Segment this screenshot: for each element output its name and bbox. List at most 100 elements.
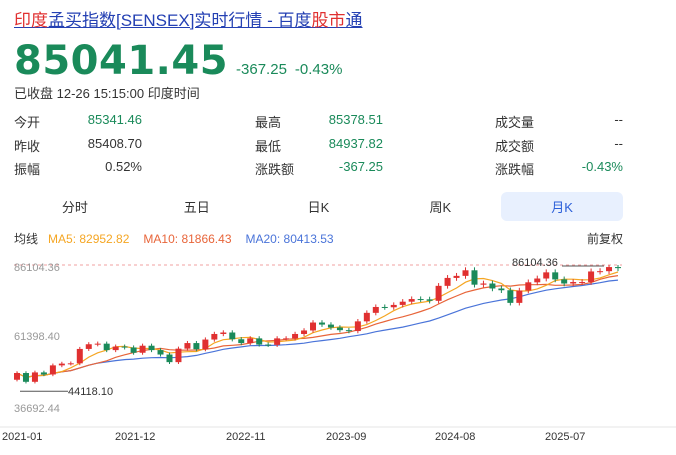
low-value: 84937.82 [328,135,383,151]
turnover-value: -- [614,135,623,151]
candle-body [121,346,128,348]
candle-body [175,348,182,363]
candle-body [22,373,29,382]
candle-body [480,283,487,285]
tab-weekly-k[interactable]: 周K [429,200,452,215]
candle-body [471,270,478,285]
turnover-label: 成交额 [495,138,535,154]
ma5-legend: MA5: 82952.82 [48,231,130,246]
prev-close-label: 昨收 [14,138,41,154]
title-highlight: 股市 [311,11,346,30]
tab-daily-k[interactable]: 日K [307,200,330,215]
min-price-label: 44118.10 [68,386,113,398]
candle-body [193,343,200,350]
stats-table: 今开 85341.46 最高 85378.51 成交量 -- 昨收 85408.70 最… [14,110,624,181]
open-value: 85341.46 [87,112,142,128]
candle-body [292,333,299,339]
x-tick-0: 2021-01 [2,431,43,443]
candle-body [534,278,541,283]
candle-body [220,332,227,334]
page-title-link[interactable]: 印度孟买指数[SENSEX]实时行情 - 百度股市通 [14,6,363,31]
ma10-legend: MA10: 81866.43 [143,231,232,246]
candle-body [94,343,101,345]
candle-body [256,338,263,345]
candle-body [238,339,245,344]
candle-body [498,288,505,291]
candle-body [363,312,370,322]
price-change: -367.25 [236,61,287,78]
candle-body [310,322,317,331]
candle-body [516,290,523,303]
price-adjust-toggle[interactable]: 前复权 [586,232,623,246]
candle-body [76,348,83,364]
candle-body [318,322,325,325]
candle-body [426,299,433,301]
candle-body [67,363,74,365]
candle-body [139,345,146,353]
candle-body [354,321,361,332]
change-amount-value: -367.25 [338,159,383,175]
ma20-legend: MA20: 80413.53 [245,231,334,246]
candle-body [274,338,281,345]
candle-body [202,339,209,350]
candle-body [570,282,577,284]
candle-body [103,343,110,351]
y-tick-top: 86104.36 [14,262,60,274]
candle-body [211,333,218,340]
candle-body [40,372,47,375]
price-change-pct: -0.43% [294,61,343,78]
change-pct-label: 涨跌幅 [495,162,535,178]
volume-value: -- [614,112,623,128]
candle-body [381,306,388,308]
candle-body [561,279,568,284]
candle-body [157,350,164,355]
candle-body [417,299,424,301]
candle-body [166,354,173,363]
candle-body [543,272,550,279]
title-prefix: 印度 [14,11,48,30]
tab-monthly-k[interactable]: 月K [501,192,623,221]
ma10-line [16,275,619,379]
x-tick-3: 2023-09 [326,431,367,443]
low-label: 最低 [255,138,282,154]
candle-body [507,290,514,303]
candle-body [58,363,65,366]
amplitude-label: 振幅 [14,162,41,178]
volume-label: 成交量 [495,115,535,131]
x-tick-4: 2024-08 [435,431,476,443]
candle-body [85,344,92,349]
candle-body [606,267,613,272]
current-price: 85041.45 [14,38,229,84]
candle-body [597,271,604,273]
candle-body [489,283,496,289]
candle-body [579,282,586,284]
tab-five-day[interactable]: 五日 [183,200,210,215]
candle-body [229,332,236,340]
candle-body [112,346,119,351]
candle-body [49,365,56,375]
title-mid: 孟买指数[SENSEX]实时行情 - 百度 [48,11,312,30]
candle-body [327,324,334,328]
kline-chart[interactable]: 86104.36 44118.10 [0,255,676,431]
candle-body [390,304,397,308]
high-value: 85378.51 [328,112,383,128]
candle-body [615,267,621,269]
candle-body [247,338,254,344]
ma-label: 均线 [14,232,39,246]
high-label: 最高 [255,115,282,131]
change-pct-value: -0.43% [581,159,623,175]
prev-close-value: 85408.70 [87,135,142,151]
tab-intraday[interactable]: 分时 [61,200,88,215]
amplitude-value: 0.52% [105,159,142,175]
candle-body [399,301,406,305]
change-amount-label: 涨跌额 [255,162,295,178]
candle-body [525,282,532,291]
candle-body [372,306,379,313]
candle-body [14,373,20,380]
candle-body [148,345,155,351]
x-tick-1: 2021-12 [115,431,156,443]
candle-body [184,343,191,349]
y-tick-bottom: 36692.44 [14,403,60,415]
x-tick-5: 2025-07 [545,431,586,443]
open-label: 今开 [14,115,41,131]
